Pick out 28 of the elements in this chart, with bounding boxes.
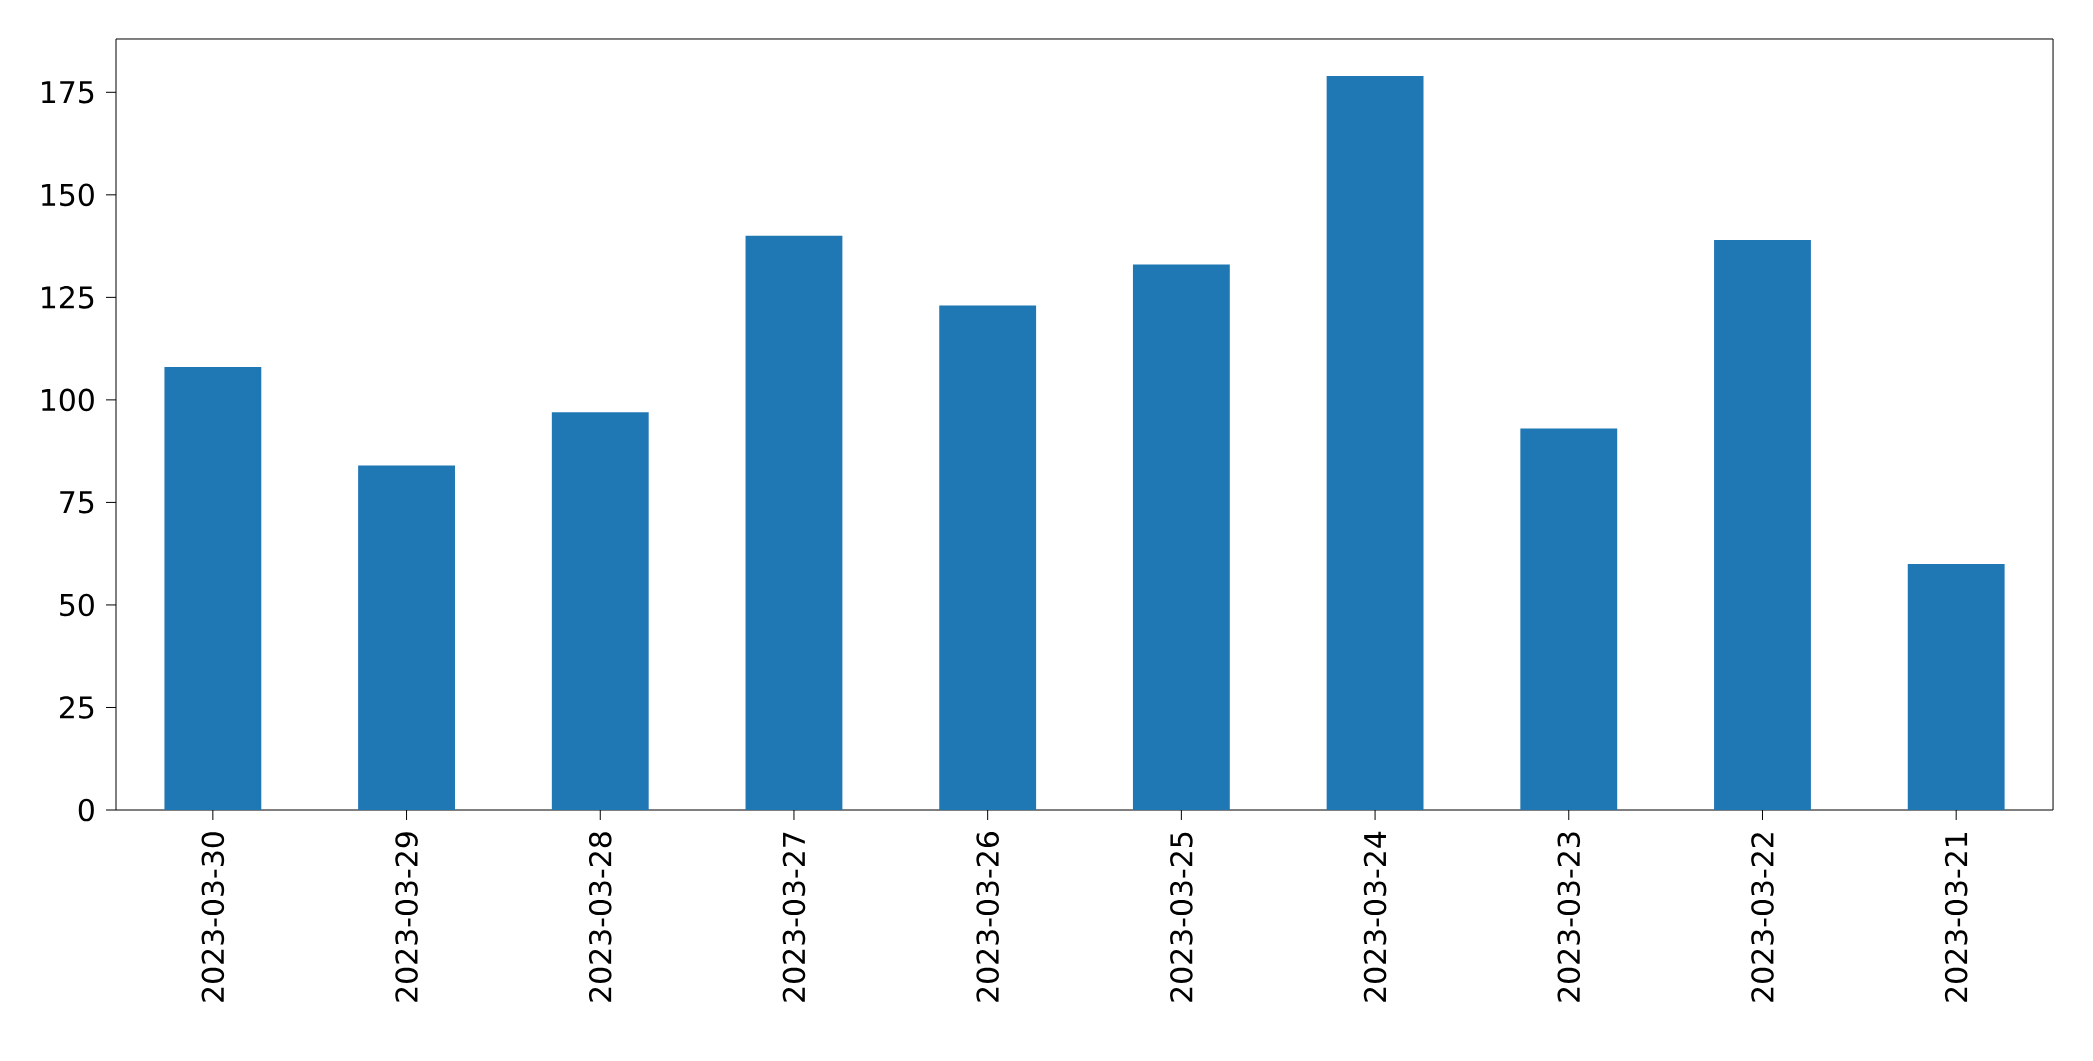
bar: [1520, 428, 1618, 810]
bar: [745, 235, 843, 810]
y-tick-label: 150: [42, 183, 94, 207]
y-tick-label: 50: [60, 593, 94, 617]
x-tick-label: 2023-03-27: [782, 832, 806, 1002]
bar: [358, 465, 455, 810]
bar: [1714, 239, 1811, 810]
y-tick-label: 100: [42, 388, 94, 412]
x-tick-label: 2023-03-24: [1363, 831, 1387, 1002]
bar: [1907, 563, 2005, 810]
bar: [1132, 264, 1230, 810]
y-tick-label: 75: [60, 491, 94, 514]
x-tick-label: 2023-03-28: [588, 832, 612, 1002]
x-tick-label: 2023-03-29: [395, 832, 418, 1002]
x-tick-label: 2023-03-22: [1751, 833, 1774, 1002]
y-tick-label: 25: [59, 696, 94, 719]
x-tick-label: 2023-03-30: [201, 832, 225, 1002]
x-tick-label: 2023-03-26: [976, 832, 999, 1002]
bar: [939, 305, 1037, 810]
x-tick-label: 2023-03-21: [1944, 832, 1968, 1002]
x-tick-label: 2023-03-25: [1170, 832, 1193, 1002]
y-tick-label: 0: [78, 798, 94, 822]
bar: [164, 367, 262, 810]
y-tick-label: 125: [42, 286, 94, 309]
y-tick-label: 175: [42, 81, 94, 104]
x-tick-label: 2023-03-23: [1557, 832, 1581, 1002]
bar: [551, 412, 649, 810]
bar: [1326, 75, 1424, 810]
